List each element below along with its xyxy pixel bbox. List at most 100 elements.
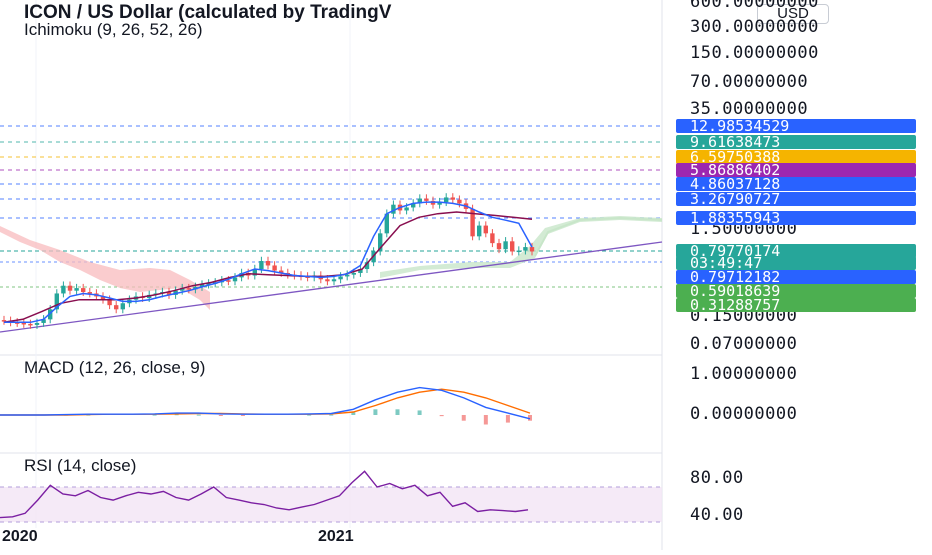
- candle-body: [529, 247, 535, 252]
- candle-body: [100, 296, 106, 300]
- macd-histogram-bar: [174, 414, 179, 416]
- candle-body: [358, 269, 363, 273]
- price-tag: 4.86037128: [676, 177, 916, 191]
- price-tag: 1.88355943: [676, 211, 916, 225]
- candle-body: [457, 199, 462, 204]
- candle-body: [28, 323, 33, 326]
- candle-body: [120, 303, 125, 310]
- macd-histogram-bar: [439, 415, 444, 417]
- rsi-axis-tick: 80.00: [690, 468, 744, 488]
- candle-body: [378, 233, 383, 252]
- currency-button[interactable]: USD: [757, 4, 829, 24]
- macd-axis-tick: 0.00000000: [690, 404, 798, 424]
- candle-body: [232, 277, 238, 282]
- macd-histogram-bar: [483, 415, 488, 425]
- candle-body: [252, 269, 257, 276]
- macd-histogram-bar: [351, 412, 356, 415]
- candle-body: [470, 208, 475, 237]
- candle-body: [87, 292, 92, 294]
- price-tag: 0.79770174: [676, 244, 916, 258]
- rsi-band: [0, 487, 662, 522]
- candle-body: [107, 299, 112, 306]
- macd-histogram-bar: [329, 414, 334, 416]
- price-tag: 0.31288757: [676, 298, 916, 312]
- candle-body: [1, 320, 7, 322]
- macd-histogram-bar: [461, 415, 466, 421]
- candle-body: [490, 233, 495, 244]
- candle-body: [450, 197, 455, 200]
- candle-body: [206, 283, 211, 285]
- price-axis-tick: 35.00000000: [690, 99, 809, 119]
- candle-body: [483, 225, 488, 234]
- macd-histogram-bar: [505, 415, 510, 423]
- candle-body: [15, 322, 20, 324]
- candle-body: [364, 262, 370, 270]
- macd-line: [0, 386, 531, 420]
- candle-body: [114, 305, 119, 310]
- price-tag: 0.59018639: [676, 284, 916, 298]
- candle-body: [338, 276, 343, 280]
- candle-body: [424, 198, 429, 201]
- macd-label: MACD (12, 26, close, 9): [24, 358, 206, 377]
- candle-body: [41, 319, 46, 323]
- candle-body: [523, 247, 528, 251]
- price-tag: 3.26790727: [676, 192, 916, 206]
- candle-body: [259, 260, 264, 270]
- macd-histogram-bar: [196, 414, 201, 416]
- candle-body: [81, 288, 86, 293]
- candle-body: [226, 280, 231, 282]
- price-tag: 12.98534529: [676, 119, 916, 133]
- candle-body: [516, 250, 521, 253]
- trend-line: [0, 241, 663, 333]
- price-tag: 0.79712182: [676, 270, 916, 284]
- macd-axis-tick: 1.00000000: [690, 364, 798, 384]
- macd-histogram-bar: [240, 415, 245, 416]
- macd-histogram-bar: [395, 409, 400, 415]
- ichimoku-span-a: [534, 216, 663, 257]
- price-axis-tick: 600.00000000: [690, 0, 819, 12]
- candle-body: [199, 284, 205, 287]
- rsi-line: [0, 470, 529, 519]
- price-tag: 9.61638473: [676, 135, 916, 149]
- price-tag: 6.59750388: [676, 150, 916, 164]
- candle-body: [384, 213, 389, 234]
- candle-body: [279, 270, 284, 273]
- macd-histogram-bar: [152, 414, 157, 416]
- candle-body: [417, 198, 422, 204]
- candle-body: [265, 260, 271, 266]
- candle-body: [345, 274, 350, 277]
- ichimoku-cloud-bullish: [380, 216, 662, 278]
- ichimoku-conversion-line: [4, 201, 533, 324]
- ichimoku-cloud-bearish: [0, 226, 210, 310]
- rsi-label: RSI (14, close): [24, 456, 137, 475]
- chart-title: ICON / US Dollar (calculated by TradingV: [24, 2, 392, 23]
- candle-body: [325, 279, 330, 282]
- date-axis-tick: 2020: [2, 528, 38, 545]
- macd-histogram-bar: [417, 410, 422, 415]
- macd-histogram-bar: [307, 414, 312, 416]
- candle-body: [48, 309, 53, 320]
- candle-body: [437, 202, 442, 205]
- candle-body: [186, 288, 191, 290]
- macd-histogram-bar: [218, 415, 223, 416]
- date-axis-tick: 2021: [318, 528, 354, 545]
- candle-body: [351, 272, 356, 275]
- candle-body: [477, 225, 482, 237]
- price-axis-tick: 70.00000000: [690, 72, 809, 92]
- candle-body: [510, 241, 515, 252]
- candle-body: [34, 322, 40, 325]
- candle-body: [391, 204, 396, 214]
- candle-body: [496, 243, 502, 250]
- candle-body: [166, 292, 172, 295]
- candle-body: [331, 279, 337, 282]
- candle-body: [305, 276, 310, 278]
- candle-body: [272, 265, 277, 271]
- macd-histogram-bar: [373, 409, 378, 415]
- price-tag: 5.86886402: [676, 163, 916, 177]
- candle-body: [411, 203, 416, 208]
- rsi-axis-tick: 40.00: [690, 505, 744, 525]
- price-axis-tick: 150.00000000: [690, 43, 819, 63]
- ichimoku-base-line: [3, 211, 533, 324]
